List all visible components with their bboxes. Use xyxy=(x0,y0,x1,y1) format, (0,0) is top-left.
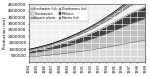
Legend: Freshwater fish, Crustaceans, Aquatic plants, Diadromous fish, Molluscs, Marine : Freshwater fish, Crustaceans, Aquatic pl… xyxy=(30,6,88,22)
Y-axis label: Production (mt): Production (mt) xyxy=(3,17,7,49)
